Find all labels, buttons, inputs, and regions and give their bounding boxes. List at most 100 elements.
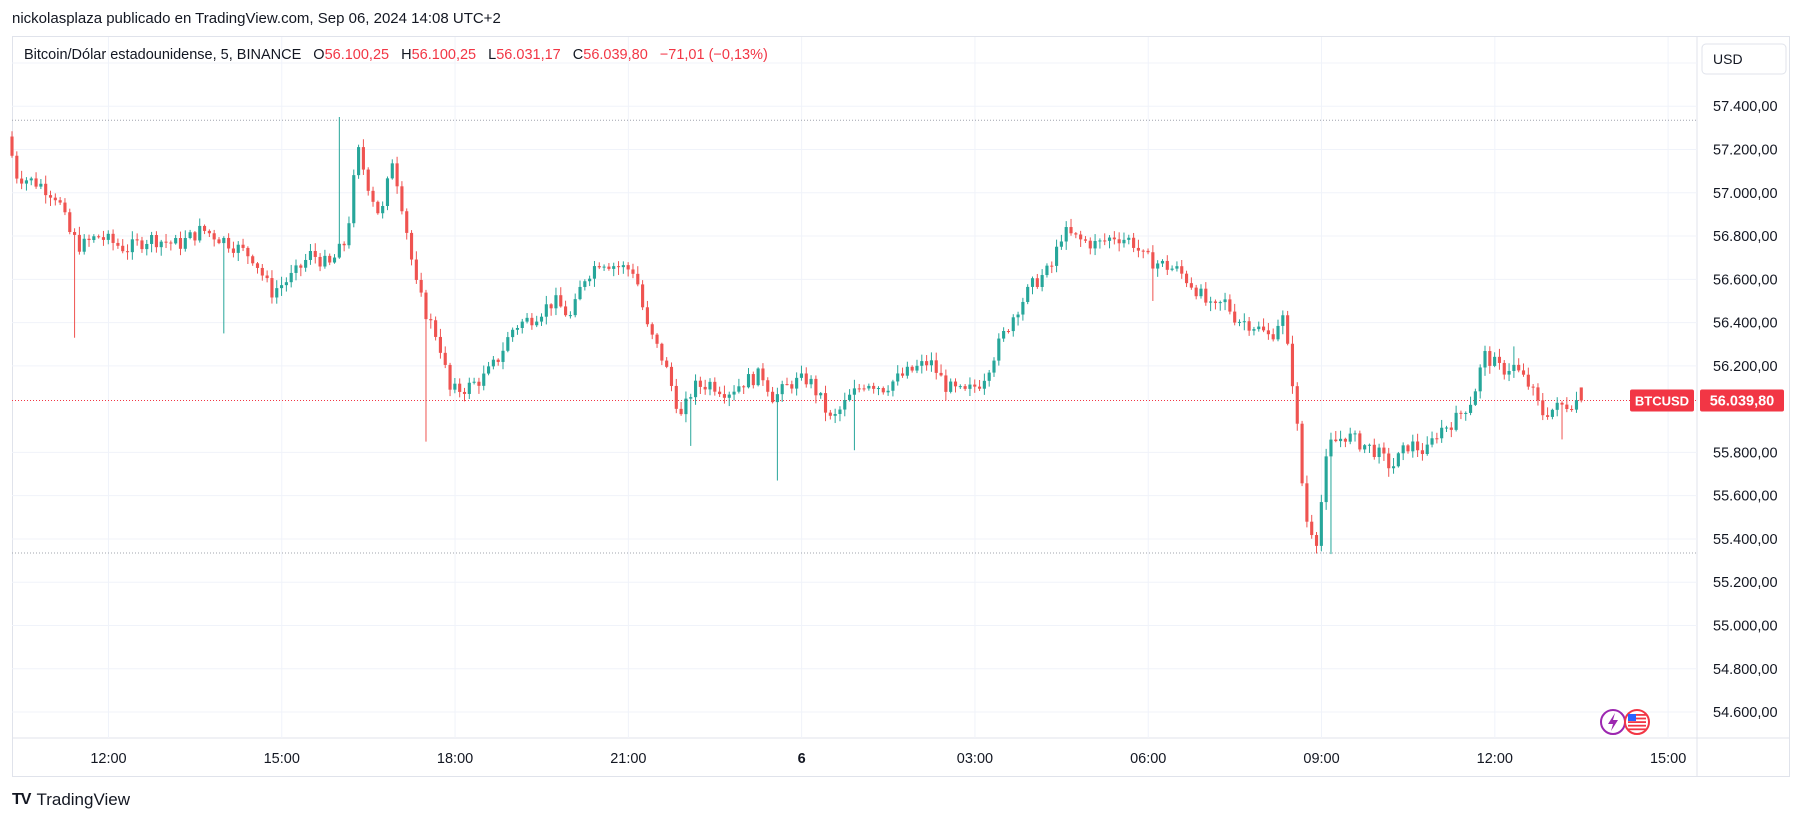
candle-body — [130, 239, 134, 253]
candle-body — [1444, 427, 1449, 429]
candle-body — [1103, 240, 1107, 242]
candle-body — [44, 183, 48, 196]
candle-body — [1363, 445, 1367, 450]
candle-body — [987, 372, 991, 381]
candle-body — [366, 169, 370, 191]
candle-body — [1512, 364, 1516, 371]
candle-body — [1247, 321, 1251, 331]
candle-body — [10, 136, 14, 156]
candle-body — [1088, 240, 1092, 249]
candle-body — [486, 366, 491, 374]
candle-body — [1382, 447, 1386, 454]
time-tick-label: 12:00 — [90, 751, 126, 767]
candle-body — [742, 386, 746, 388]
tradingview-brand: TradingView — [36, 790, 131, 809]
lightning-icon[interactable] — [1600, 709, 1626, 735]
open-value: 56.100,25 — [324, 47, 390, 63]
candle-body — [1295, 386, 1299, 424]
candle-body — [1396, 453, 1400, 467]
horizontal-lines — [12, 119, 1697, 554]
candle-body — [713, 381, 717, 392]
candle-body — [15, 155, 19, 179]
time-tick-label: 15:00 — [264, 751, 300, 767]
candle-body — [1112, 237, 1116, 240]
currency-button[interactable] — [1701, 43, 1787, 75]
time-tick-label: 06:00 — [1130, 751, 1166, 767]
candle-body — [689, 397, 693, 399]
candle-body — [125, 251, 130, 253]
candle-body — [1175, 266, 1179, 269]
footer-branding: TV TradingView — [12, 790, 130, 810]
candle-body — [1468, 404, 1473, 413]
candle-body — [73, 232, 77, 235]
candle-body — [612, 266, 616, 269]
candle-body — [77, 234, 81, 252]
time-tick-label: 18:00 — [437, 751, 473, 767]
candle-body — [886, 390, 890, 393]
candle-body — [1079, 234, 1083, 240]
candle-body — [1541, 400, 1545, 416]
candle-body — [559, 295, 563, 307]
candle-body — [217, 239, 221, 244]
price-tick-label: 55.600,00 — [1713, 489, 1778, 505]
candle-body — [838, 409, 842, 415]
candle-body — [1565, 404, 1569, 410]
candle-body — [318, 256, 322, 267]
candle-body — [438, 336, 442, 353]
candle-body — [419, 279, 423, 293]
candle-body — [665, 360, 669, 367]
candle-body — [1367, 444, 1372, 446]
price-tick-label: 57.200,00 — [1713, 143, 1778, 159]
candle-body — [958, 386, 962, 388]
candle-body — [357, 147, 361, 176]
candle-body — [862, 388, 866, 390]
candle-body — [1006, 331, 1011, 333]
us-flag-icon[interactable] — [1624, 709, 1650, 735]
candle-body — [1107, 237, 1112, 241]
candle-body — [1493, 356, 1497, 366]
candle-body — [101, 237, 106, 240]
candle-body — [1055, 246, 1059, 266]
candle-body — [140, 240, 144, 250]
candle-body — [448, 364, 452, 390]
time-tick-label: 6 — [798, 751, 806, 767]
last-price-tag — [1700, 389, 1784, 412]
candle-body — [977, 386, 982, 389]
high-label: H — [401, 47, 412, 63]
candle-body — [352, 175, 356, 224]
candle-body — [1546, 415, 1550, 417]
candle-body — [1286, 315, 1290, 344]
candle-body — [1011, 317, 1015, 332]
time-tick-label: 09:00 — [1303, 751, 1339, 767]
candle-body — [251, 256, 255, 264]
candle-body — [193, 232, 197, 241]
candle-body — [1517, 364, 1521, 371]
candle-body — [1199, 288, 1203, 297]
candle-body — [1064, 227, 1068, 242]
candle-body — [1358, 433, 1362, 450]
candle-body — [910, 366, 914, 371]
candle-body — [458, 383, 462, 392]
candle-body — [775, 394, 779, 403]
candle-body — [1050, 265, 1054, 267]
candle-body — [188, 232, 192, 238]
candle-body — [453, 383, 457, 390]
candle-body — [159, 241, 163, 248]
candle-body — [207, 230, 211, 234]
candle-body — [48, 195, 53, 198]
candle-body — [1276, 325, 1280, 340]
candle-body — [1339, 438, 1343, 442]
candle-body — [1319, 502, 1323, 546]
candle-body — [116, 242, 120, 246]
candle-body — [164, 241, 168, 243]
candle-body — [1310, 521, 1314, 536]
candle-body — [1257, 326, 1261, 330]
candle-body — [280, 285, 284, 289]
candle-body — [53, 197, 57, 201]
symbol-title[interactable]: Bitcoin/Dólar estadounidense, 5, BINANCE — [24, 47, 302, 63]
candle-body — [568, 315, 572, 317]
candle-body — [1233, 311, 1237, 323]
candle-body — [87, 238, 91, 241]
last-price-value: 56.039,80 — [1710, 394, 1775, 410]
